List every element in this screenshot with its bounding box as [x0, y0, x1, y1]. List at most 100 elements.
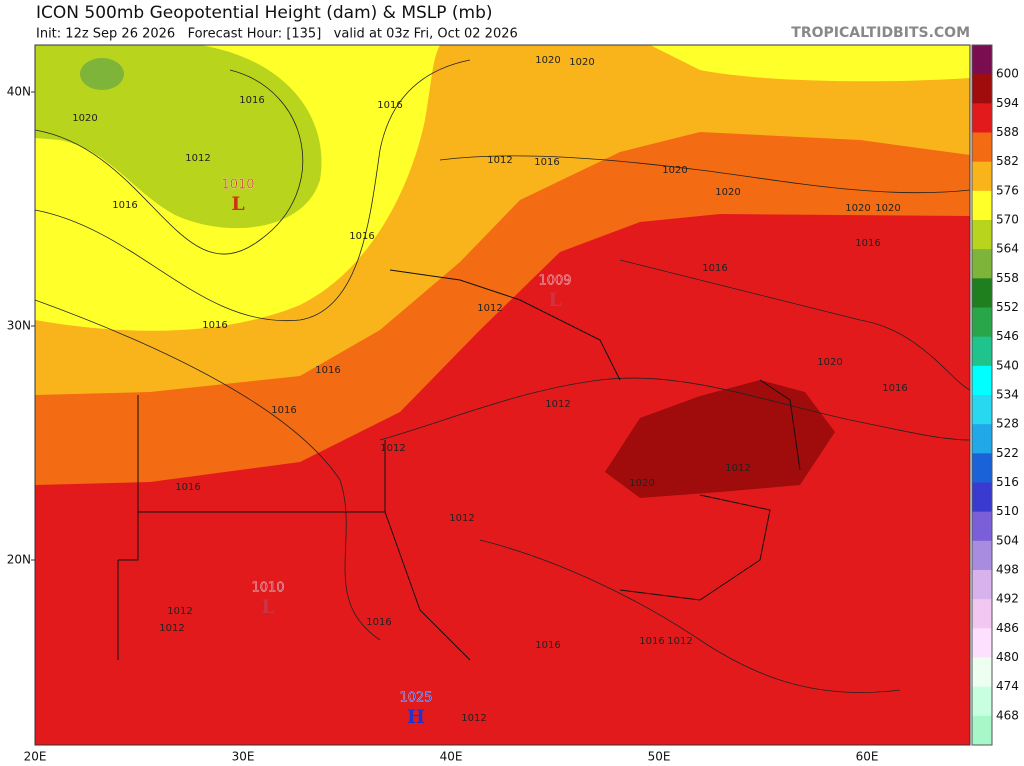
colorbar-segment	[972, 570, 992, 600]
isobar-label: 1020	[662, 165, 687, 176]
isobar-label: 1016	[639, 636, 664, 647]
colorbar-label: 570	[996, 213, 1019, 227]
colorbar-segment	[972, 190, 992, 221]
colorbar-label: 498	[996, 563, 1019, 577]
colorbar-segment	[972, 540, 992, 571]
colorbar-segment	[972, 511, 992, 542]
isobar-label: 1016	[534, 157, 559, 168]
lat-label: 20N	[7, 553, 31, 567]
isobar-label: 1020	[845, 203, 870, 214]
lon-label: 30E	[232, 750, 255, 764]
isobar-label: 1016	[175, 482, 200, 493]
isobar-label: 1012	[545, 399, 570, 410]
colorbar-segment	[972, 249, 992, 279]
isobar-label: 1016	[349, 231, 374, 242]
borders	[117, 269, 801, 661]
isobar-label: 1012	[449, 513, 474, 524]
isobar-label: 1020	[715, 187, 740, 198]
colorbar-segment	[972, 482, 992, 513]
colorbar-segment	[972, 715, 992, 746]
isobar-label: 1012	[380, 443, 405, 454]
isobar-label: 1012	[477, 303, 502, 314]
isobar-label: 1016	[239, 95, 264, 106]
isobar-label: 1020	[569, 57, 594, 68]
isobar-label: 1016	[271, 405, 296, 416]
colorbar-label: 522	[996, 446, 1019, 460]
colorbar-segment	[972, 599, 992, 629]
colorbar-segment	[972, 74, 992, 104]
isobar-label: 1016	[535, 640, 560, 651]
colorbar-label: 594	[996, 96, 1019, 110]
lat-label: 30N	[7, 319, 31, 333]
lon-label: 40E	[440, 750, 463, 764]
colorbar-segment	[972, 307, 992, 338]
isobar-label: 1016	[882, 383, 907, 394]
colorbar-label: 588	[996, 125, 1019, 139]
isobar-label: 1016	[112, 200, 137, 211]
isobars	[35, 59, 970, 693]
colorbar-frame	[971, 44, 993, 746]
isobar-label: 1012	[159, 623, 184, 634]
colorbar-segment	[972, 161, 992, 192]
pressure-value: 1010	[221, 178, 254, 193]
isobar-label: 1020	[535, 55, 560, 66]
field-594	[605, 380, 835, 498]
isobar-label: 1012	[461, 713, 486, 724]
colorbar-segment	[972, 103, 992, 133]
colorbar-segment	[972, 365, 992, 396]
lon-label: 20E	[24, 750, 47, 764]
colorbar-label: 480	[996, 650, 1019, 664]
pressure-type: L	[231, 193, 244, 215]
isobar-label: 1016	[377, 100, 402, 111]
title: ICON 500mb Geopotential Height (dam) & M…	[36, 3, 493, 23]
colorbar-segment	[972, 336, 992, 367]
isobar-label: 1016	[702, 263, 727, 274]
isobar-label: 1020	[629, 478, 654, 489]
map-frame	[34, 44, 971, 746]
pressure-type: L	[261, 596, 274, 618]
isobar-label: 1016	[855, 238, 880, 249]
field-558	[80, 58, 124, 90]
isobar-label: 1020	[72, 113, 97, 124]
isobar-label: 1016	[315, 365, 340, 376]
colorbar-label: 510	[996, 504, 1019, 518]
lon-label: 50E	[648, 750, 671, 764]
pressure-type: H	[407, 706, 425, 728]
field-570-north	[650, 45, 970, 82]
pressure-value: 1025	[399, 691, 432, 706]
isobar-label: 1020	[875, 203, 900, 214]
colorbar-segment	[972, 453, 992, 483]
map	[35, 45, 970, 745]
colorbar-label: 534	[996, 388, 1019, 402]
colorbar-label: 528	[996, 417, 1019, 431]
colorbar-segment	[972, 686, 992, 717]
colorbar-label: 582	[996, 154, 1019, 168]
pressure-value: 1009	[538, 274, 571, 289]
isobar-label: 1016	[366, 617, 391, 628]
colorbar-label: 486	[996, 621, 1019, 635]
colorbar-label: 576	[996, 183, 1019, 197]
site-name: TROPICALTIDBITS.COM	[791, 25, 970, 41]
pressure-type: L	[548, 289, 561, 311]
colorbar-label: 492	[996, 592, 1019, 606]
colorbar-label: 474	[996, 679, 1019, 693]
isobar-label: 1012	[667, 636, 692, 647]
colorbar-segment	[972, 45, 992, 75]
subtitle: Init: 12z Sep 26 2026 Forecast Hour: [13…	[36, 27, 518, 42]
colorbar-label: 564	[996, 242, 1019, 256]
colorbar-label: 540	[996, 358, 1019, 372]
isobar-label: 1016	[202, 320, 227, 331]
colorbar-label: 504	[996, 533, 1019, 547]
isobar-label: 1020	[817, 357, 842, 368]
isobar-label: 1012	[167, 606, 192, 617]
colorbar-segment	[972, 395, 992, 425]
lon-label: 60E	[856, 750, 879, 764]
isobar-label: 1012	[185, 153, 210, 164]
colorbar-segment	[972, 657, 992, 688]
colorbar-segment	[972, 220, 992, 250]
pressure-value: 1010	[251, 581, 284, 596]
colorbar-label: 546	[996, 329, 1019, 343]
colorbar-label: 516	[996, 475, 1019, 489]
isobar-label: 1012	[487, 155, 512, 166]
